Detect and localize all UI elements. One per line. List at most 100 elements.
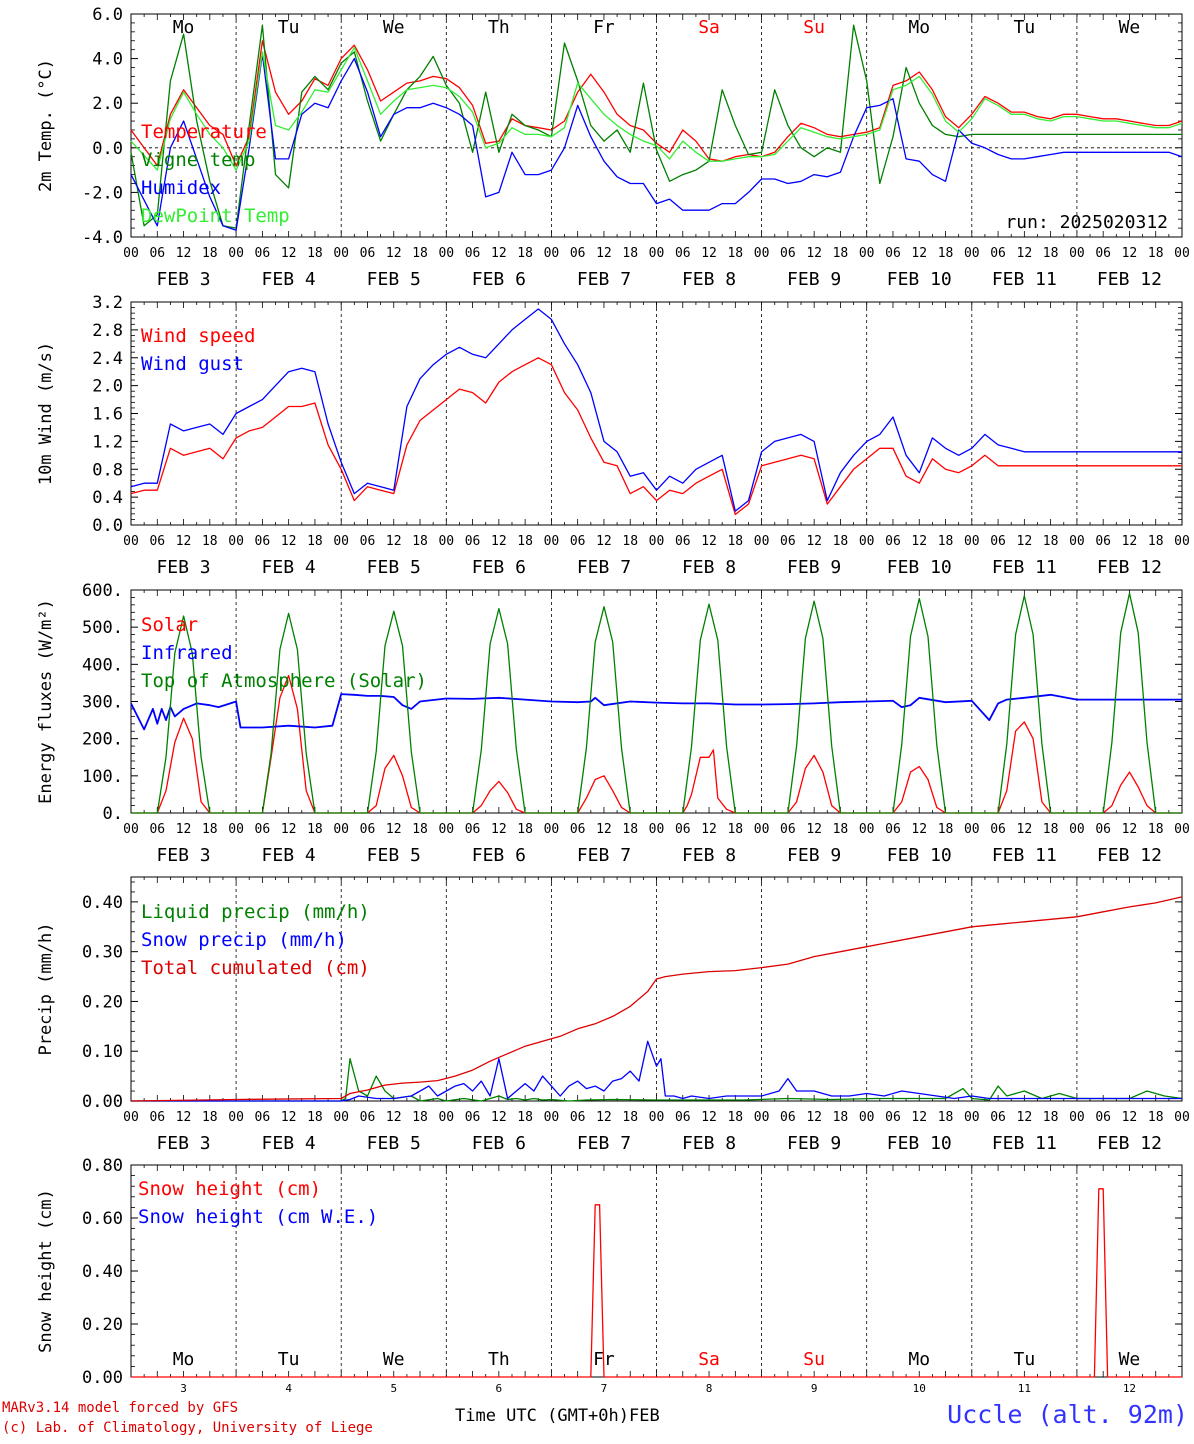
hour-tick-label: 18 [202, 246, 218, 261]
hour-tick-label: 00 [859, 534, 875, 549]
hour-tick-label: 12 [806, 246, 822, 261]
credit-note: (c) Lab. of Climatology, University of L… [2, 1420, 373, 1436]
legend-entry: Humidex [141, 177, 221, 199]
y-tick-label: -2.0 [82, 183, 123, 203]
hour-tick-label: 12 [281, 1110, 297, 1125]
date-label: FEB 3 [156, 845, 210, 866]
hour-tick-label: 06 [149, 822, 165, 837]
legend-entry: Snow height (cm W.E.) [138, 1206, 378, 1228]
legend-entry: Infrared [141, 642, 233, 664]
date-label: FEB 9 [787, 269, 841, 290]
date-label: FEB 4 [262, 845, 316, 866]
day-name: We [1119, 17, 1141, 38]
hour-tick-label: 00 [544, 246, 560, 261]
day-name: Tu [278, 17, 300, 38]
day-name: We [383, 1349, 405, 1370]
hour-tick-label: 12 [596, 822, 612, 837]
hour-tick-label: 12 [176, 534, 192, 549]
day-name: Su [803, 1349, 825, 1370]
y-tick-label: 0.8 [92, 460, 123, 480]
date-label: FEB 8 [682, 1133, 736, 1154]
panel-wind: 0.0 0.4 0.8 1.2 1.6 2.0 2.4 2.8 3.2 10m Wind (m/s… [36, 293, 1190, 578]
hour-tick-label: 06 [255, 534, 271, 549]
hour-tick-label: 12 [1122, 534, 1138, 549]
hour-tick-label: 00 [544, 1110, 560, 1125]
y-axis-label: Snow height (cm) [36, 1189, 56, 1353]
hour-tick-label: 06 [780, 822, 796, 837]
legend-entry: Wind gust [141, 353, 244, 375]
day-name: Sa [698, 17, 720, 38]
day-number: 8 [706, 1382, 713, 1395]
hour-tick-label: 06 [570, 1110, 586, 1125]
day-number: 5 [390, 1382, 397, 1395]
hour-tick-label: 06 [675, 534, 691, 549]
hour-tick-label: 00 [123, 822, 139, 837]
hour-tick-label: 00 [1069, 822, 1085, 837]
y-tick-label: 500. [82, 618, 123, 638]
hour-tick-label: 06 [255, 1110, 271, 1125]
y-axis-label: Energy fluxes (W/m²) [36, 599, 56, 804]
hour-tick-label: 12 [596, 246, 612, 261]
y-tick-label: 6.0 [92, 5, 123, 25]
hour-tick-label: 12 [1122, 822, 1138, 837]
x-axis-title: Time UTC (GMT+0h) [455, 1406, 629, 1426]
legend-entry: Snow precip (mm/h) [141, 929, 347, 951]
day-name: Sa [698, 1349, 720, 1370]
y-tick-label: 2.0 [92, 377, 123, 397]
station-label: Uccle (alt. 92m) [947, 1400, 1188, 1429]
hour-tick-label: 18 [833, 534, 849, 549]
y-tick-label: 0.40 [82, 1262, 123, 1282]
hour-tick-label: 00 [1174, 822, 1190, 837]
hour-tick-label: 12 [911, 534, 927, 549]
hour-tick-label: 00 [438, 534, 454, 549]
y-tick-label: 100. [82, 767, 123, 787]
hour-tick-label: 00 [228, 246, 244, 261]
hour-tick-label: 18 [1043, 1110, 1059, 1125]
date-label: FEB 6 [472, 1133, 526, 1154]
hour-tick-label: 18 [1043, 822, 1059, 837]
date-label: FEB 5 [367, 557, 421, 578]
x-axis-label: Time UTC (GMT+0h)FEB [455, 1406, 660, 1426]
hour-tick-label: 12 [1122, 246, 1138, 261]
hour-tick-label: 06 [360, 246, 376, 261]
date-label: FEB 11 [992, 845, 1057, 866]
hour-tick-label: 12 [491, 1110, 507, 1125]
date-label: FEB 3 [156, 269, 210, 290]
legend-entry: DewPoint Temp [141, 205, 290, 227]
hour-tick-label: 06 [990, 822, 1006, 837]
day-number: 9 [811, 1382, 818, 1395]
hour-tick-label: 12 [701, 1110, 717, 1125]
hour-tick-label: 18 [1043, 534, 1059, 549]
hour-tick-label: 12 [1017, 822, 1033, 837]
hour-tick-label: 00 [649, 246, 665, 261]
y-tick-label: 300. [82, 693, 123, 713]
legend-entry: Total cumulated (cm) [141, 957, 370, 979]
hour-tick-label: 18 [622, 246, 638, 261]
hour-tick-label: 18 [307, 246, 323, 261]
hour-tick-label: 00 [438, 1110, 454, 1125]
hour-tick-label: 06 [1095, 246, 1111, 261]
date-label: FEB 7 [577, 269, 631, 290]
hour-tick-label: 00 [649, 822, 665, 837]
hour-tick-label: 06 [465, 534, 481, 549]
hour-tick-label: 00 [123, 534, 139, 549]
legend-entry: Solar [141, 614, 198, 636]
hour-tick-label: 00 [964, 246, 980, 261]
hour-tick-label: 06 [360, 822, 376, 837]
hour-tick-label: 06 [885, 822, 901, 837]
hour-tick-label: 00 [438, 246, 454, 261]
hour-tick-label: 18 [622, 822, 638, 837]
date-label: FEB 12 [1097, 557, 1162, 578]
hour-tick-label: 12 [806, 822, 822, 837]
hour-tick-label: 00 [859, 1110, 875, 1125]
hour-tick-label: 00 [964, 1110, 980, 1125]
panel-frame [130, 589, 1183, 814]
hour-tick-label: 18 [1148, 534, 1164, 549]
hour-tick-label: 12 [911, 1110, 927, 1125]
y-tick-label: 0. [103, 804, 123, 824]
hour-tick-label: 12 [281, 246, 297, 261]
date-label: FEB 9 [787, 1133, 841, 1154]
date-label: FEB 4 [262, 557, 316, 578]
date-label: FEB 11 [992, 1133, 1057, 1154]
